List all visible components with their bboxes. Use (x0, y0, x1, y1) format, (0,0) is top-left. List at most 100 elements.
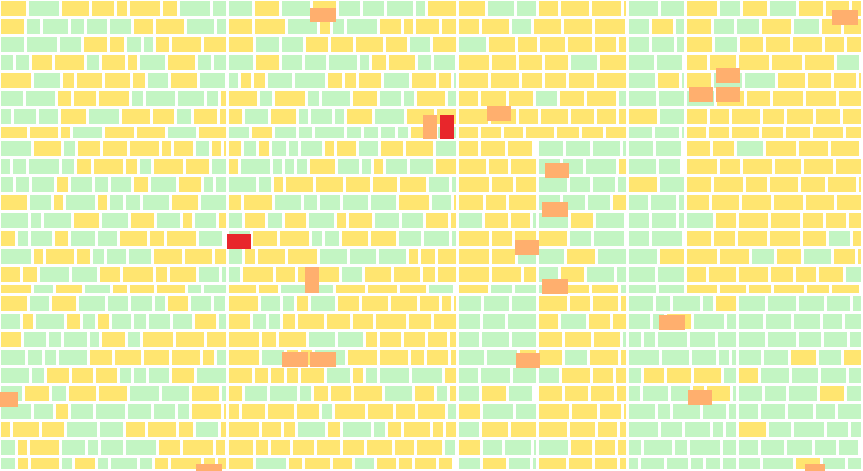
cell-green (483, 404, 513, 419)
cell-green (347, 127, 361, 138)
cell-green (256, 458, 286, 469)
cell-yellow (644, 368, 664, 383)
cell-yellow (801, 177, 825, 192)
cell-green (338, 332, 363, 347)
cell-yellow (486, 195, 506, 210)
cell-green (282, 55, 302, 70)
cell-green (629, 350, 659, 365)
cell-yellow (806, 195, 834, 210)
cell-yellow (572, 404, 597, 419)
cell-green (789, 386, 817, 401)
cell-green (168, 127, 196, 138)
cell-green (644, 440, 672, 455)
cell-green (727, 314, 736, 329)
cell-yellow (229, 285, 256, 293)
cell-green (539, 141, 563, 156)
cell-green (375, 109, 404, 124)
cell-yellow (775, 159, 801, 174)
cell-green (804, 249, 831, 264)
cell-yellow (229, 141, 241, 156)
cell-yellow (519, 55, 542, 70)
cell-yellow (157, 285, 185, 293)
cell-green (256, 37, 279, 52)
cell-yellow (380, 19, 401, 34)
cell-green (445, 440, 455, 455)
cell-green (410, 159, 433, 174)
cell-yellow (566, 285, 589, 293)
cell-yellow (687, 285, 717, 293)
cell-yellow (694, 368, 721, 383)
cell-yellow (742, 195, 771, 210)
cell-green (229, 73, 238, 88)
cell-yellow (320, 19, 330, 34)
cell-yellow (134, 19, 153, 34)
cell-yellow (31, 458, 59, 469)
cell-green (659, 285, 684, 293)
cell-yellow (374, 159, 383, 174)
cell-green (682, 73, 684, 88)
cell-yellow (687, 127, 706, 138)
cell-yellow (619, 109, 626, 124)
cell-yellow (314, 386, 328, 401)
cell-yellow (526, 127, 554, 138)
cell-yellow (54, 195, 63, 210)
cell-green (93, 249, 104, 264)
cell-green (673, 296, 700, 311)
cell-yellow (439, 458, 452, 469)
cell-yellow (170, 267, 196, 282)
cell-yellow (386, 37, 407, 52)
cell-yellow (356, 37, 383, 52)
cell-yellow (774, 285, 804, 293)
cell-yellow (595, 37, 616, 52)
cell-green (89, 109, 119, 124)
cell-yellow (297, 296, 308, 311)
cell-green (36, 314, 64, 329)
cell-green (536, 91, 557, 106)
cell-yellow (404, 422, 430, 437)
cell-green (140, 458, 152, 469)
cell-yellow (372, 55, 386, 70)
cell-yellow (732, 127, 759, 138)
cell-green (1, 159, 10, 174)
cell-yellow (229, 159, 238, 174)
cell-green (424, 231, 449, 246)
cell-yellow (589, 314, 610, 329)
cell-yellow (98, 314, 109, 329)
cell-green (62, 440, 85, 455)
cell-green (196, 422, 218, 437)
cell-yellow (806, 91, 836, 106)
cell-green (629, 1, 658, 16)
cell-green (845, 314, 861, 329)
cell-yellow (74, 213, 99, 228)
cell-green (112, 314, 131, 329)
cell-green (34, 404, 53, 419)
cell-green (509, 458, 530, 469)
cell-green (13, 159, 26, 174)
cell-green (1, 37, 24, 52)
cell-green (87, 55, 99, 70)
cell-green (272, 141, 286, 156)
cell-green (846, 267, 861, 282)
cell-orange (716, 68, 740, 83)
cell-green (618, 177, 626, 192)
cell-yellow (762, 19, 791, 34)
cell-yellow (203, 350, 214, 365)
cell-green (309, 332, 335, 347)
cell-green (108, 296, 128, 311)
cell-yellow (229, 458, 253, 469)
cell-orange (689, 87, 713, 102)
cell-green (66, 195, 95, 210)
cell-yellow (739, 422, 766, 437)
cell-green (178, 91, 204, 106)
cell-green (429, 285, 453, 293)
cell-green (88, 440, 98, 455)
cell-yellow (400, 285, 426, 293)
cell-green (102, 213, 128, 228)
cell-green (459, 213, 482, 228)
cell-green (96, 404, 125, 419)
cell-yellow (743, 159, 772, 174)
cell-yellow (229, 195, 241, 210)
cell-yellow (459, 109, 488, 124)
cell-green (162, 386, 189, 401)
cell-green (64, 141, 75, 156)
